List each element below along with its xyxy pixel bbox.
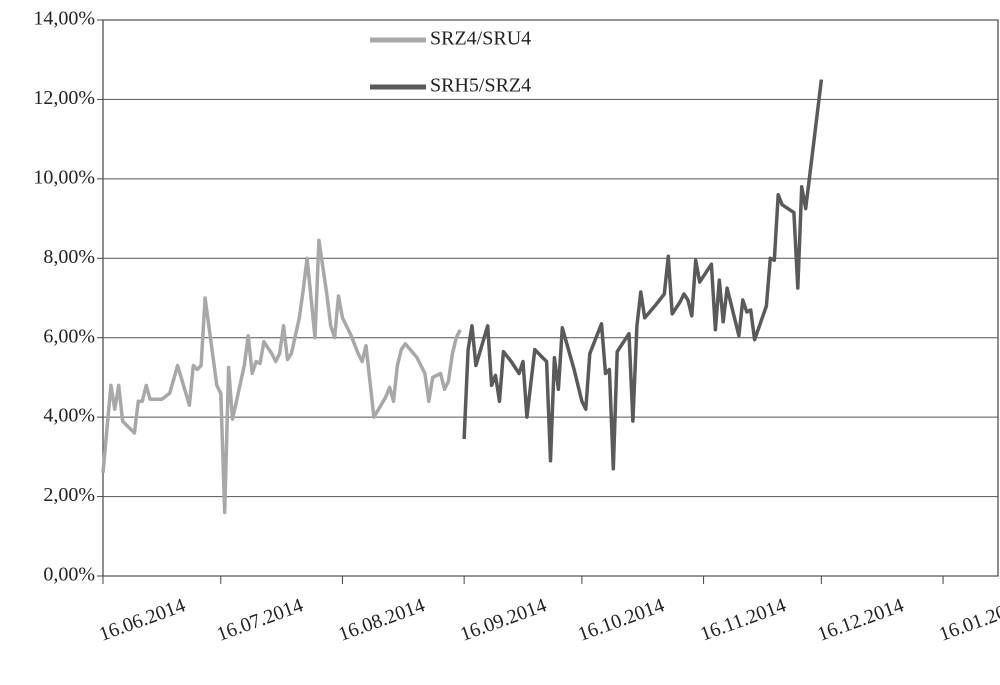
y-tick-label: 10,00% bbox=[33, 166, 95, 188]
y-tick-label: 6,00% bbox=[43, 325, 95, 347]
y-tick-label: 4,00% bbox=[43, 405, 95, 427]
series-line bbox=[101, 238, 462, 515]
x-tick-label: 16.01.2015 bbox=[936, 594, 1000, 645]
y-tick-label: 8,00% bbox=[43, 246, 95, 268]
series-line bbox=[462, 79, 824, 471]
y-tick-label: 14,00% bbox=[33, 8, 95, 30]
x-tick-label: 16.09.2014 bbox=[457, 594, 549, 645]
x-tick-label: 16.10.2014 bbox=[575, 594, 667, 645]
y-tick-label: 0,00% bbox=[43, 564, 95, 586]
y-tick-label: 12,00% bbox=[33, 87, 95, 109]
x-tick-label: 16.06.2014 bbox=[96, 594, 188, 645]
y-tick-label: 2,00% bbox=[43, 484, 95, 506]
legend-label: SRH5/SRZ4 bbox=[430, 75, 531, 97]
x-tick-label: 16.08.2014 bbox=[336, 594, 428, 645]
plot-frame bbox=[102, 19, 999, 577]
x-tick-label: 16.07.2014 bbox=[214, 594, 306, 645]
x-tick-label: 16.12.2014 bbox=[815, 594, 907, 645]
x-tick-label: 16.11.2014 bbox=[697, 594, 788, 645]
legend-label: SRZ4/SRU4 bbox=[430, 28, 531, 50]
